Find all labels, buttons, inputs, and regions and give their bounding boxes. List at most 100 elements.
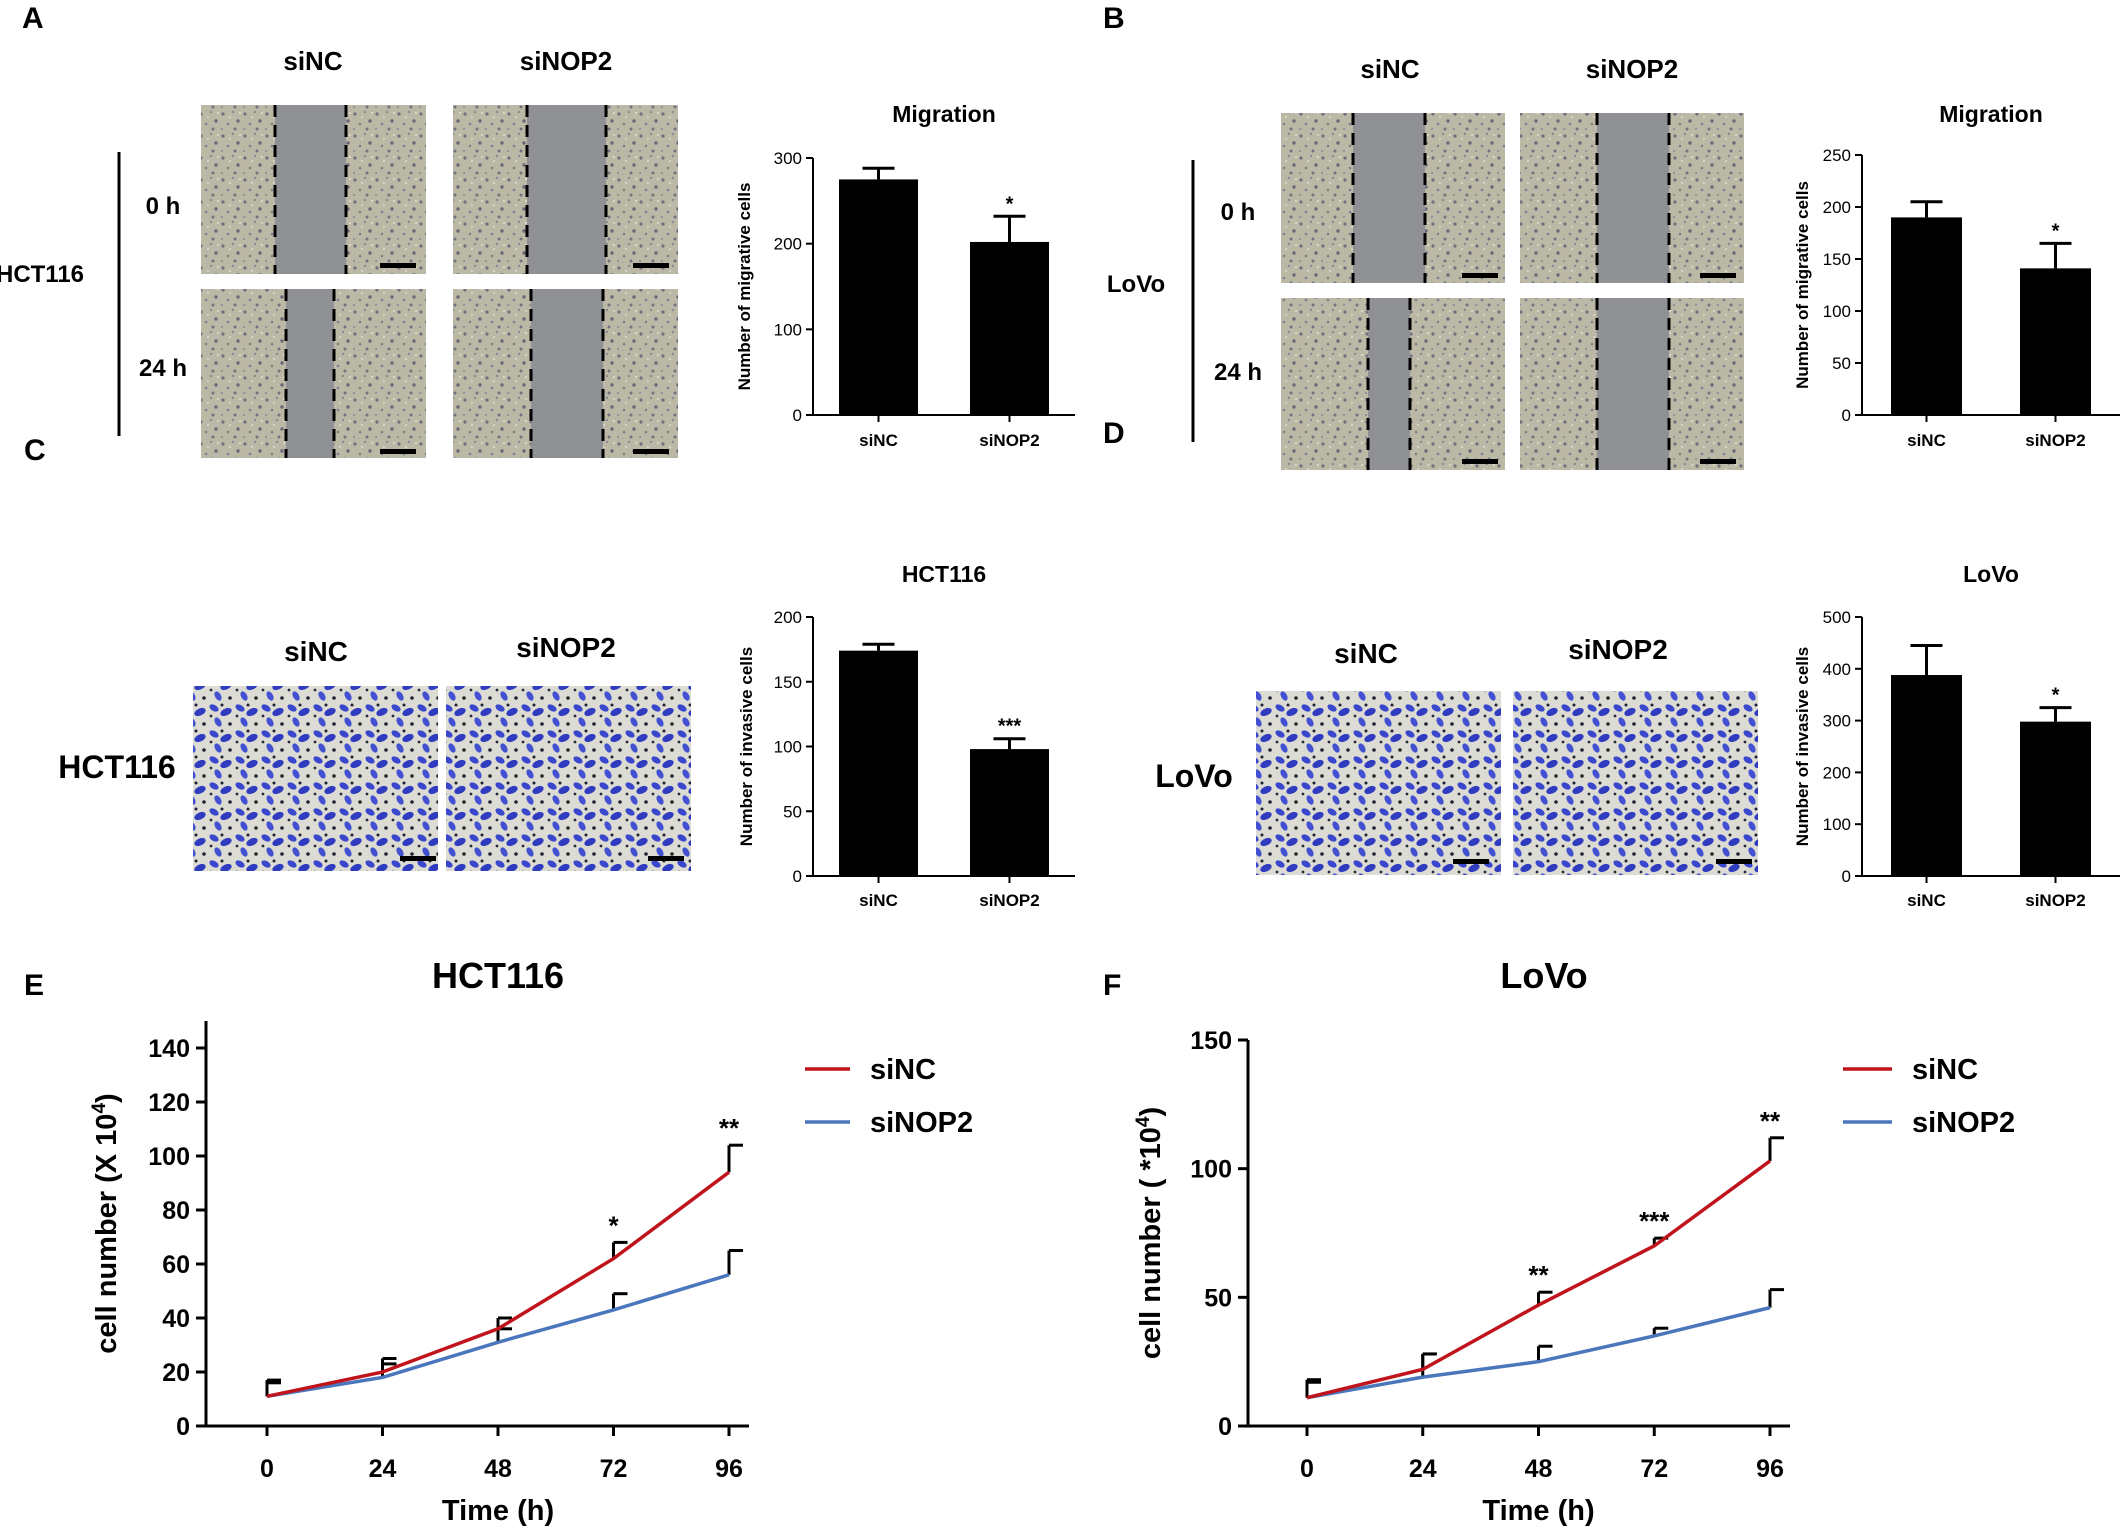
scale-bar: [1462, 459, 1498, 464]
significance-marker: ***: [998, 716, 1022, 738]
x-tick-label-siNC: siNC: [1907, 431, 1946, 450]
panel-a-cell-line-label: HCT116: [0, 261, 84, 288]
y-tick-label: 150: [1190, 1027, 1232, 1055]
x-tick-label: 0: [260, 1455, 274, 1483]
panel-d-col-label-sinop2: siNOP2: [1568, 634, 1668, 665]
chart-title: LoVo: [1500, 955, 1587, 996]
x-tick-label-siNOP2: siNOP2: [2025, 891, 2085, 910]
chart-title: Migration: [1939, 101, 2043, 127]
x-tick-label: 48: [484, 1455, 512, 1483]
y-tick-label: 400: [1823, 660, 1851, 679]
wound-image-b-sinop2-24h: [1520, 298, 1744, 470]
invasion-image-d-sinc: [1256, 691, 1501, 875]
x-tick-label-siNOP2: siNOP2: [979, 891, 1039, 910]
panel-c-invasion-images: siNC siNOP2 HCT116: [58, 632, 691, 871]
x-tick-label-siNOP2: siNOP2: [979, 431, 1039, 450]
scale-bar: [648, 856, 684, 861]
bar-chart-a-migration: Migration 0 100 200 300 Number of migrative c…: [735, 101, 1075, 450]
panel-a-col-label-sinc: siNC: [283, 46, 342, 76]
bar-siNOP2: [2020, 268, 2091, 415]
y-tick-label: 100: [774, 320, 802, 339]
bar-siNOP2: [2020, 721, 2091, 876]
x-tick-label: 48: [1525, 1455, 1553, 1483]
y-tick-label: 0: [1842, 406, 1851, 425]
y-axis-label: Number of migrative cells: [1793, 181, 1812, 389]
panel-b-wound-images: siNC siNOP2 LoVo 0 h 24 h: [1107, 54, 1744, 470]
bar-chart-d-invasion: LoVo 0 100 200 300 400 500 Number of invasive c…: [1793, 561, 2120, 910]
wound-image-b-sinc-24h: [1281, 298, 1505, 470]
panel-a-row-label-0h: 0 h: [146, 193, 181, 220]
wound-image-b-sinop2-0h: [1520, 113, 1744, 283]
panel-a-row-label-24h: 24 h: [139, 355, 187, 382]
y-axis-label: Number of invasive cells: [1793, 647, 1812, 846]
scale-bar: [1700, 273, 1736, 278]
invasion-image-c-sinop2: [446, 686, 691, 871]
y-tick-label: 120: [148, 1089, 190, 1117]
panel-c-col-label-sinop2: siNOP2: [516, 632, 616, 663]
line-chart-f-growth: LoVo 0 50 100 150 0 24 48 72 96 Time (h) cell numbe…: [1133, 955, 2015, 1527]
y-tick-label: 200: [1823, 198, 1851, 217]
x-tick-label: 72: [600, 1455, 628, 1483]
y-tick-label: 100: [1823, 302, 1851, 321]
y-tick-label: 140: [148, 1035, 190, 1063]
panel-d-invasion-images: siNC siNOP2 LoVo: [1155, 634, 1758, 875]
x-tick-label: 0: [1300, 1455, 1314, 1483]
bar-siNC: [839, 179, 918, 415]
invasion-image-c-sinc: [193, 686, 438, 871]
legend-label-siNOP2: siNOP2: [870, 1107, 973, 1139]
bar-siNOP2: [970, 241, 1049, 415]
wound-image-a-sinop2-0h: [453, 105, 678, 274]
x-tick-label-siNOP2: siNOP2: [2025, 431, 2085, 450]
series-line-siNOP2: [1306, 1305, 1771, 1400]
y-tick-label: 500: [1823, 608, 1851, 627]
chart-title: HCT116: [432, 955, 564, 996]
series-line-siNOP2: [266, 1273, 730, 1399]
x-tick-label-siNC: siNC: [1907, 891, 1946, 910]
y-tick-label: 200: [774, 608, 802, 627]
scale-bar: [1700, 459, 1736, 464]
significance-marker: **: [1760, 1106, 1781, 1136]
significance-marker: **: [719, 1113, 740, 1143]
x-tick-label: 96: [715, 1455, 743, 1483]
x-tick-label: 24: [1409, 1455, 1437, 1483]
line-chart-e-growth: HCT116 0 20 40 60 80 100 120 140 0 24 48 72 96 Time (h…: [89, 955, 973, 1527]
bar-siNC: [1891, 217, 1962, 415]
panel-b-row-label-0h: 0 h: [1221, 199, 1256, 226]
scale-bar: [1453, 859, 1489, 864]
x-axis-label: Time (h): [1482, 1495, 1594, 1527]
scale-bar: [400, 856, 436, 861]
panel-d-cell-line-label: LoVo: [1155, 758, 1233, 794]
y-axis-label: cell number (X 104): [89, 1093, 123, 1353]
panel-b-col-label-sinc: siNC: [1360, 54, 1419, 84]
wound-image-a-sinc-0h: [201, 105, 426, 274]
y-tick-label: 0: [1842, 867, 1851, 886]
legend-label-siNC: siNC: [870, 1054, 936, 1086]
y-tick-label: 40: [162, 1305, 190, 1333]
significance-marker: *: [608, 1210, 619, 1240]
panel-letter-f: F: [1103, 969, 1121, 1002]
significance-marker: **: [1528, 1260, 1549, 1290]
scale-bar: [380, 263, 416, 268]
scale-bar: [380, 449, 416, 454]
wound-image-a-sinop2-24h: [453, 289, 678, 458]
bar-siNC: [1891, 675, 1962, 876]
y-tick-label: 60: [162, 1251, 190, 1279]
y-tick-label: 300: [1823, 712, 1851, 731]
y-tick-label: 0: [793, 406, 802, 425]
panel-letter-d: D: [1103, 417, 1125, 450]
significance-marker: *: [2052, 220, 2060, 242]
y-tick-label: 150: [774, 673, 802, 692]
chart-title: LoVo: [1963, 561, 2019, 587]
y-tick-label: 100: [1190, 1156, 1232, 1184]
scale-bar: [633, 449, 669, 454]
significance-marker: ***: [1639, 1206, 1670, 1236]
y-tick-label: 150: [1823, 250, 1851, 269]
y-tick-label: 50: [783, 802, 802, 821]
panel-letter-c: C: [24, 434, 46, 467]
chart-title: Migration: [892, 101, 996, 127]
y-tick-label: 100: [1823, 815, 1851, 834]
chart-title: HCT116: [902, 561, 986, 587]
y-tick-label: 0: [176, 1413, 190, 1441]
panel-letter-b: B: [1103, 2, 1125, 35]
y-tick-label: 50: [1204, 1284, 1232, 1312]
